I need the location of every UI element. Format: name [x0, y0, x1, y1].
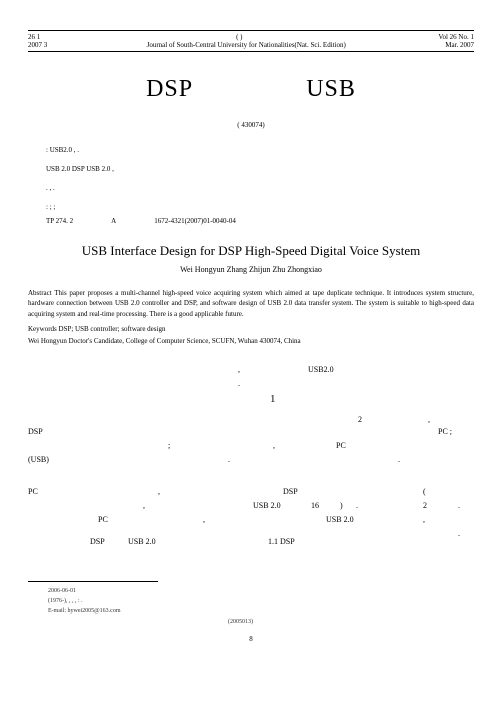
body-frag: 2 [358, 415, 362, 424]
footer-rule [28, 581, 158, 582]
body-frag: , [158, 487, 160, 496]
body-frag: USB 2.0 [253, 501, 281, 510]
body-frag: DSP [90, 537, 105, 546]
body-frag: USB 2.0 [326, 515, 354, 524]
header-date-right: Mar. 2007 [445, 41, 474, 49]
body-frag: USB2.0 [308, 365, 334, 374]
classification-line: TP 274. 2 A 1672-4321(2007)01-0040-04 [46, 217, 456, 225]
header-center1: ( ) [236, 33, 242, 41]
author-email: E-mail: hywei2005@163.com [48, 606, 474, 616]
abstract-en: Abstract This paper proposes a multi-cha… [28, 288, 474, 320]
body-frag: ( [423, 487, 426, 496]
body-frag: 2 [423, 501, 427, 510]
body-frag: , [203, 515, 205, 524]
affiliation-cn: ( 430074) [28, 121, 474, 129]
body-frag: PC [336, 441, 346, 450]
body-frag: PC [98, 515, 108, 524]
body-frag: PC [28, 487, 38, 496]
body-frag: DSP [283, 487, 298, 496]
abstract-cn-line2: USB 2.0 DSP USB 2.0 , [46, 164, 456, 175]
affiliation-en: Wei Hongyun Doctor's Candidate, College … [28, 337, 474, 345]
body-frag: , [423, 515, 425, 524]
page-number: 8 [28, 635, 474, 643]
body-frag: USB 2.0 [128, 537, 156, 546]
body-frag: (USB) [28, 455, 49, 464]
title-en: USB Interface Design for DSP High-Speed … [28, 243, 474, 259]
body-frag: , [273, 441, 275, 450]
body-frag: PC ; [438, 427, 452, 436]
keywords-en: Keywords DSP; USB controller; software d… [28, 325, 474, 333]
body-frag: . [228, 455, 230, 464]
received-date: 2006-06-01 [48, 586, 474, 596]
body-frag: , [143, 501, 145, 510]
abstract-cn-line1: : USB2.0 , . [46, 145, 456, 156]
fund-id: (2005013) [228, 617, 474, 627]
journal-name: Journal of South-Central University for … [147, 41, 346, 49]
body-frag: . [458, 529, 460, 538]
body-frag: , [238, 365, 240, 374]
author-bio: (1976-), , , , : . [48, 596, 474, 606]
body-frag: ) [340, 501, 343, 510]
body-frag: . [398, 455, 400, 464]
body-frag: . [458, 501, 460, 510]
body-frag: ; [168, 441, 170, 450]
header-vol-left: 26 1 [28, 33, 40, 41]
section-1: 1 [270, 393, 276, 405]
body-frag: , [428, 415, 430, 424]
header-vol-right: Vol 26 No. 1 [438, 33, 474, 41]
body-frag: . [238, 379, 240, 388]
abstract-cn-line3: . , . [46, 183, 456, 194]
article-id: 1672-4321(2007)01-0040-04 [154, 217, 236, 225]
subsection-1-1: 1.1 DSP [268, 537, 295, 546]
body-frag: DSP [28, 427, 43, 436]
title-part-dsp: DSP [146, 76, 192, 102]
body-frag: . [356, 501, 358, 510]
header-date-left: 2007 3 [28, 41, 47, 49]
doc-code: A [111, 217, 116, 225]
keywords-cn: : ; ; [46, 203, 456, 211]
class-no: TP 274. 2 [46, 217, 73, 225]
body-text: , USB2.0 . 1 DSP 2 , PC ; ; , PC (USB) .… [28, 365, 474, 575]
authors-en: Wei Hongyun Zhang Zhijun Zhu Zhongxiao [28, 265, 474, 274]
title-part-usb: USB [306, 76, 356, 102]
footer-block: 2006-06-01 (1976-), , , , : . E-mail: hy… [28, 586, 474, 627]
body-frag: 16 [311, 501, 319, 510]
title-cn: DSP USB [28, 76, 474, 103]
